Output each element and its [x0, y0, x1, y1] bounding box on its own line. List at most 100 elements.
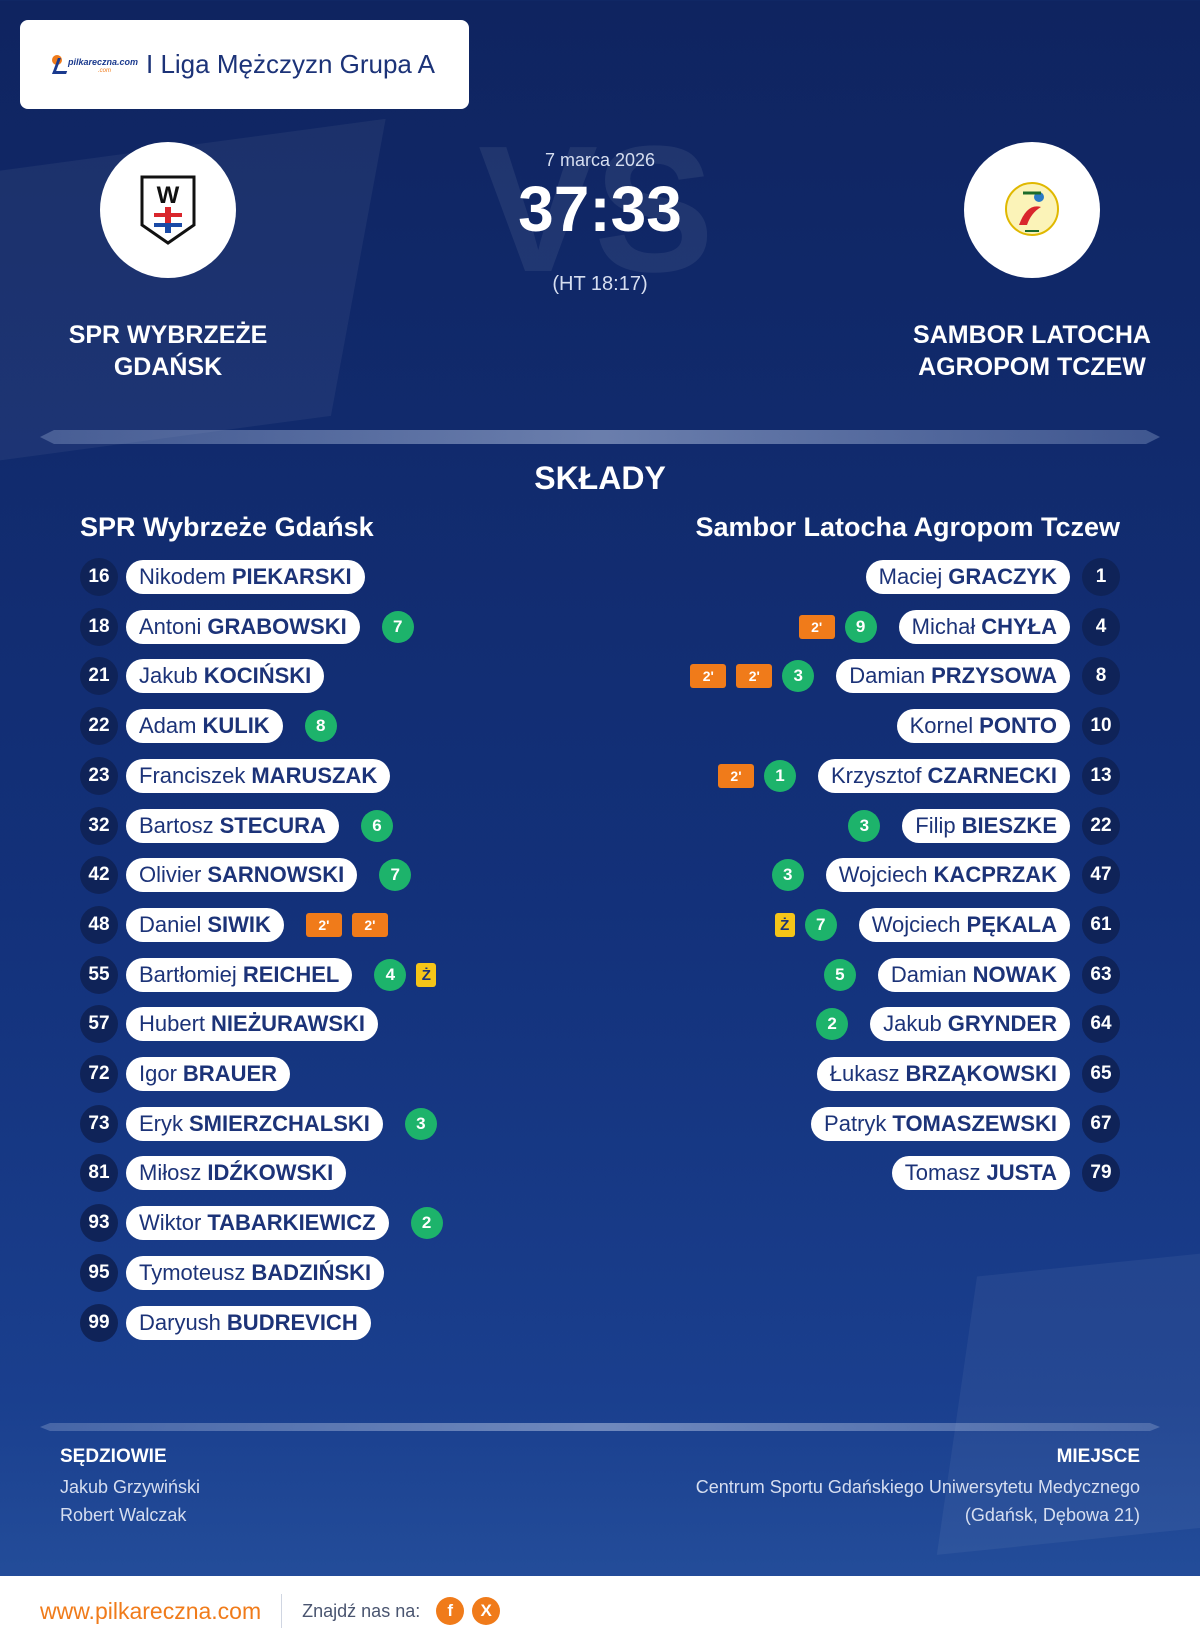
player-number: 99: [80, 1304, 118, 1342]
player-row: 10 Kornel PONTO: [875, 707, 1120, 745]
player-row: 18 Antoni GRABOWSKI 7: [80, 608, 414, 646]
player-name-pill[interactable]: Tymoteusz BADZIŃSKI: [126, 1256, 385, 1290]
player-name-pill[interactable]: Damian NOWAK: [877, 958, 1070, 992]
player-name-pill[interactable]: Wojciech KACPRZAK: [825, 858, 1070, 892]
player-number: 23: [80, 757, 118, 795]
goals-badge: 2: [410, 1207, 443, 1239]
player-name-pill[interactable]: Jakub GRYNDER: [870, 1007, 1070, 1041]
player-stats: 2: [816, 1008, 849, 1040]
player-last-name: GRABOWSKI: [207, 614, 347, 639]
player-row: 67 Patryk TOMASZEWSKI: [789, 1105, 1120, 1143]
player-stats: 7: [379, 859, 412, 891]
player-stats: 5: [823, 959, 856, 991]
player-first-name: Eryk: [139, 1111, 183, 1136]
player-last-name: GRYNDER: [947, 1011, 1057, 1036]
home-team-name-line2: GDAŃSK: [113, 353, 223, 381]
player-name-pill[interactable]: Igor BRAUER: [126, 1057, 291, 1091]
suspension-badge: 2': [798, 615, 835, 639]
goals-badge: 7: [804, 909, 837, 941]
wybrzeze-crest-icon: W: [140, 175, 196, 245]
player-first-name: Miłosz: [139, 1160, 202, 1185]
player-number: 93: [80, 1204, 118, 1242]
player-name-pill[interactable]: Adam KULIK: [126, 709, 283, 743]
player-name-pill[interactable]: Filip BIESZKE: [902, 809, 1070, 843]
website-link[interactable]: www.pilkareczna.com: [40, 1597, 262, 1624]
player-row: 13 Krzysztof CZARNECKI 1 2': [717, 757, 1120, 795]
player-name-pill[interactable]: Wiktor TABARKIEWICZ: [126, 1206, 389, 1240]
player-row: 4 Michał CHYŁA 9 2': [798, 608, 1120, 646]
sambor-tczew-crest-icon: [1005, 182, 1059, 236]
player-name-pill[interactable]: Miłosz IDŹKOWSKI: [126, 1156, 347, 1190]
pilkareczna-logo[interactable]: pilkareczna.com .com: [50, 53, 138, 77]
referee-name: Robert Walczak: [60, 1505, 187, 1525]
player-last-name: CZARNECKI: [927, 763, 1057, 788]
final-score: 37:33: [518, 173, 682, 245]
player-stats: 3 2' 2': [690, 660, 815, 692]
player-number: 47: [1082, 856, 1120, 894]
player-name-pill[interactable]: Antoni GRABOWSKI: [126, 610, 360, 644]
player-number: 32: [80, 807, 118, 845]
player-number: 64: [1082, 1005, 1120, 1043]
player-name-pill[interactable]: Eryk SMIERZCHALSKI: [126, 1107, 383, 1141]
player-name-pill[interactable]: Tomasz JUSTA: [891, 1156, 1070, 1190]
player-last-name: NIEŻURAWSKI: [211, 1011, 366, 1036]
player-first-name: Wojciech: [838, 862, 928, 887]
player-name-pill[interactable]: Damian PRZYSOWA: [836, 659, 1070, 693]
player-row: 48 Daniel SIWIK 2' 2': [80, 906, 388, 944]
player-row: 47 Wojciech KACPRZAK 3: [771, 856, 1120, 894]
player-first-name: Damian: [890, 962, 967, 987]
away-squad-title: Sambor Latocha Agropom Tczew: [695, 512, 1120, 542]
player-first-name: Hubert: [139, 1011, 206, 1036]
goals-badge: 3: [782, 660, 815, 692]
goals-badge: 1: [763, 760, 796, 792]
player-row: 32 Bartosz STECURA 6: [80, 807, 393, 845]
player-name-pill[interactable]: Krzysztof CZARNECKI: [817, 759, 1070, 793]
player-name-pill[interactable]: Michał CHYŁA: [898, 610, 1070, 644]
player-name-pill[interactable]: Hubert NIEŻURAWSKI: [126, 1007, 379, 1041]
player-first-name: Damian: [849, 663, 926, 688]
player-row: 22 Adam KULIK 8: [80, 707, 337, 745]
player-row: 1 Maciej GRACZYK: [844, 558, 1120, 596]
player-last-name: SMIERZCHALSKI: [189, 1111, 370, 1136]
away-team-name-line1: SAMBOR LATOCHA: [913, 321, 1151, 349]
player-stats: 9 2': [798, 611, 877, 643]
player-number: 95: [80, 1254, 118, 1292]
player-name-pill[interactable]: Daniel SIWIK: [126, 908, 284, 942]
player-number: 57: [80, 1005, 118, 1043]
find-us-label: Znajdź nas na:: [302, 1600, 421, 1621]
player-number: 42: [80, 856, 118, 894]
player-name-pill[interactable]: Łukasz BRZĄKOWSKI: [816, 1057, 1070, 1091]
player-last-name: BRAUER: [182, 1061, 278, 1086]
player-name-pill[interactable]: Wojciech PĘKALA: [858, 908, 1070, 942]
x-icon[interactable]: X: [472, 1597, 501, 1625]
player-last-name: PĘKALA: [966, 912, 1057, 937]
player-name-pill[interactable]: Bartłomiej REICHEL: [126, 958, 353, 992]
player-number: 22: [80, 707, 118, 745]
player-name-pill[interactable]: Bartosz STECURA: [126, 809, 339, 843]
player-name-pill[interactable]: Daryush BUDREVICH: [126, 1306, 371, 1340]
player-row: 73 Eryk SMIERZCHALSKI 3: [80, 1105, 437, 1143]
facebook-icon[interactable]: f: [436, 1597, 465, 1625]
goals-badge: 9: [844, 611, 877, 643]
player-first-name: Daryush: [139, 1310, 221, 1335]
player-name-pill[interactable]: Franciszek MARUSZAK: [126, 759, 391, 793]
player-row: 57 Hubert NIEŻURAWSKI: [80, 1005, 400, 1043]
player-number: 22: [1082, 807, 1120, 845]
player-name-pill[interactable]: Olivier SARNOWSKI: [126, 858, 358, 892]
player-name-pill[interactable]: Jakub KOCIŃSKI: [126, 659, 325, 693]
player-first-name: Bartłomiej: [139, 962, 237, 987]
player-first-name: Tymoteusz: [139, 1260, 246, 1285]
player-row: 23 Franciszek MARUSZAK: [80, 757, 412, 795]
player-number: 79: [1082, 1154, 1120, 1192]
player-first-name: Wiktor: [139, 1210, 202, 1235]
player-number: 48: [80, 906, 118, 944]
player-row: 95 Tymoteusz BADZIŃSKI: [80, 1254, 406, 1292]
player-stats: 7: [381, 611, 414, 643]
suspension-badge: 2': [736, 664, 773, 688]
player-name-pill[interactable]: Patryk TOMASZEWSKI: [811, 1107, 1070, 1141]
player-name-pill[interactable]: Nikodem PIEKARSKI: [126, 560, 365, 594]
goals-badge: 3: [848, 810, 881, 842]
player-name-pill[interactable]: Kornel PONTO: [896, 709, 1070, 743]
player-name-pill[interactable]: Maciej GRACZYK: [865, 560, 1070, 594]
